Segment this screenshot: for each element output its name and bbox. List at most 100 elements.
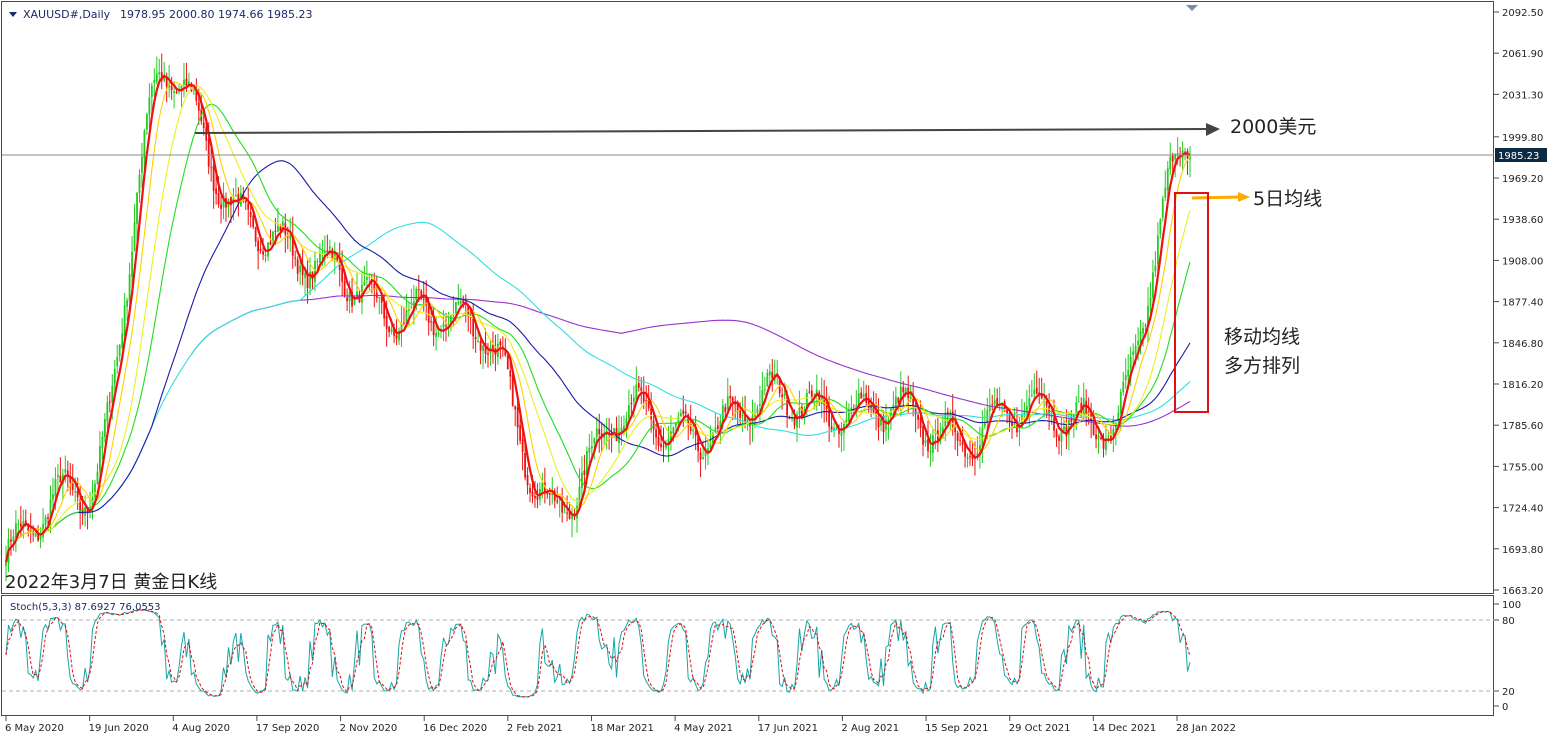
candle-body bbox=[39, 534, 42, 540]
candle-body bbox=[175, 91, 178, 93]
candle-body bbox=[1085, 400, 1088, 415]
candle-body bbox=[766, 373, 769, 387]
candle-body bbox=[993, 400, 996, 405]
candle-body bbox=[660, 443, 662, 448]
candle-body bbox=[1161, 198, 1164, 218]
candle-body bbox=[531, 491, 534, 497]
candle-body bbox=[573, 516, 576, 518]
candle-body bbox=[593, 438, 596, 444]
candle-body bbox=[524, 453, 526, 478]
candle-body bbox=[667, 438, 670, 445]
candle-body bbox=[150, 85, 153, 98]
candle-body bbox=[212, 165, 215, 191]
candle-body bbox=[536, 495, 539, 500]
candle-body bbox=[272, 232, 274, 243]
candle-body bbox=[954, 425, 957, 433]
candle-body bbox=[1119, 391, 1122, 414]
candle-body bbox=[1075, 402, 1078, 415]
date-tick-label: 19 Jun 2020 bbox=[89, 723, 149, 734]
triangle-down-icon[interactable] bbox=[9, 12, 17, 17]
candle-body bbox=[14, 523, 17, 538]
candle-body bbox=[635, 384, 638, 400]
candle-body bbox=[499, 341, 502, 346]
price-tick-label: 1938.60 bbox=[1502, 215, 1543, 226]
candle-body bbox=[578, 486, 581, 507]
date-tick-label: 4 Aug 2020 bbox=[172, 723, 230, 734]
candle-body bbox=[435, 332, 437, 337]
candle-body bbox=[153, 79, 156, 83]
candle-body bbox=[385, 316, 388, 329]
candle-body bbox=[583, 470, 586, 475]
date-tick-label: 28 Jan 2022 bbox=[1176, 723, 1236, 734]
candle-body bbox=[165, 76, 168, 87]
candle-body bbox=[215, 188, 218, 195]
candle-body bbox=[771, 372, 774, 379]
candle-body bbox=[716, 425, 719, 429]
candle-body bbox=[983, 422, 986, 427]
candle-body bbox=[123, 305, 126, 336]
price-tick-label: 1969.20 bbox=[1502, 174, 1543, 185]
candle-body bbox=[242, 193, 245, 198]
candle-body bbox=[768, 371, 771, 376]
candle-body bbox=[410, 306, 413, 308]
candle-body bbox=[1127, 369, 1130, 377]
candle-body bbox=[79, 499, 82, 511]
candle-body bbox=[1152, 272, 1154, 298]
candle-body bbox=[1112, 429, 1115, 437]
candle-body bbox=[882, 416, 885, 433]
chart-caption: 2022年3月7日 黄金日K线 bbox=[5, 572, 217, 593]
candle-body bbox=[632, 397, 635, 402]
candle-body bbox=[430, 321, 433, 323]
candle-body bbox=[548, 492, 551, 495]
candle-body bbox=[746, 417, 749, 423]
candle-body bbox=[1060, 428, 1063, 442]
candle-body bbox=[1149, 297, 1152, 306]
chart-shift-marker-icon[interactable] bbox=[1186, 5, 1198, 11]
candle-body bbox=[472, 316, 475, 337]
candle-body bbox=[966, 457, 969, 459]
candle-body bbox=[897, 397, 900, 403]
candle-body bbox=[118, 344, 121, 357]
candle-body bbox=[1117, 412, 1120, 422]
candle-body bbox=[657, 436, 660, 446]
date-tick-label: 18 Mar 2021 bbox=[591, 723, 654, 734]
candle-body bbox=[1023, 409, 1026, 415]
candle-body bbox=[316, 261, 319, 263]
candle-body bbox=[81, 508, 84, 515]
candle-body bbox=[763, 389, 766, 391]
candle-body bbox=[1164, 187, 1167, 198]
candle-body bbox=[511, 374, 514, 406]
candle-body bbox=[838, 428, 840, 434]
candle-body bbox=[642, 393, 645, 402]
candle-body bbox=[501, 346, 504, 349]
candle-body bbox=[709, 442, 712, 449]
candle-body bbox=[361, 284, 363, 303]
candle-body bbox=[1122, 381, 1125, 393]
candle-body bbox=[249, 211, 252, 217]
candle-body bbox=[1063, 426, 1065, 431]
price-tick-label: 1724.40 bbox=[1502, 504, 1543, 515]
stoch-tick-0: 0 bbox=[1502, 702, 1508, 713]
candle-body bbox=[672, 427, 675, 434]
candle-body bbox=[49, 499, 52, 519]
candle-body bbox=[805, 392, 808, 409]
candle-body bbox=[1013, 423, 1016, 426]
annotation-ma5: 5日均线 bbox=[1191, 188, 1322, 210]
candle-body bbox=[828, 408, 831, 427]
candle-body bbox=[652, 420, 655, 430]
candle-body bbox=[519, 424, 522, 441]
candle-body bbox=[521, 439, 524, 452]
candle-body bbox=[835, 426, 838, 428]
header: XAUUSD#,Daily 1978.95 2000.80 1974.66 19… bbox=[9, 8, 312, 21]
candle-body bbox=[588, 447, 591, 453]
candle-body bbox=[899, 386, 902, 402]
ohlc-label: 1978.95 2000.80 1974.66 1985.23 bbox=[120, 8, 312, 21]
candle-body bbox=[665, 443, 667, 448]
candle-body bbox=[1107, 435, 1110, 437]
ma10-line bbox=[5, 81, 1191, 563]
candle-body bbox=[1097, 435, 1100, 440]
price-tick-label: 1755.00 bbox=[1502, 462, 1543, 473]
candle-body bbox=[160, 72, 163, 81]
candle-body bbox=[759, 404, 761, 406]
